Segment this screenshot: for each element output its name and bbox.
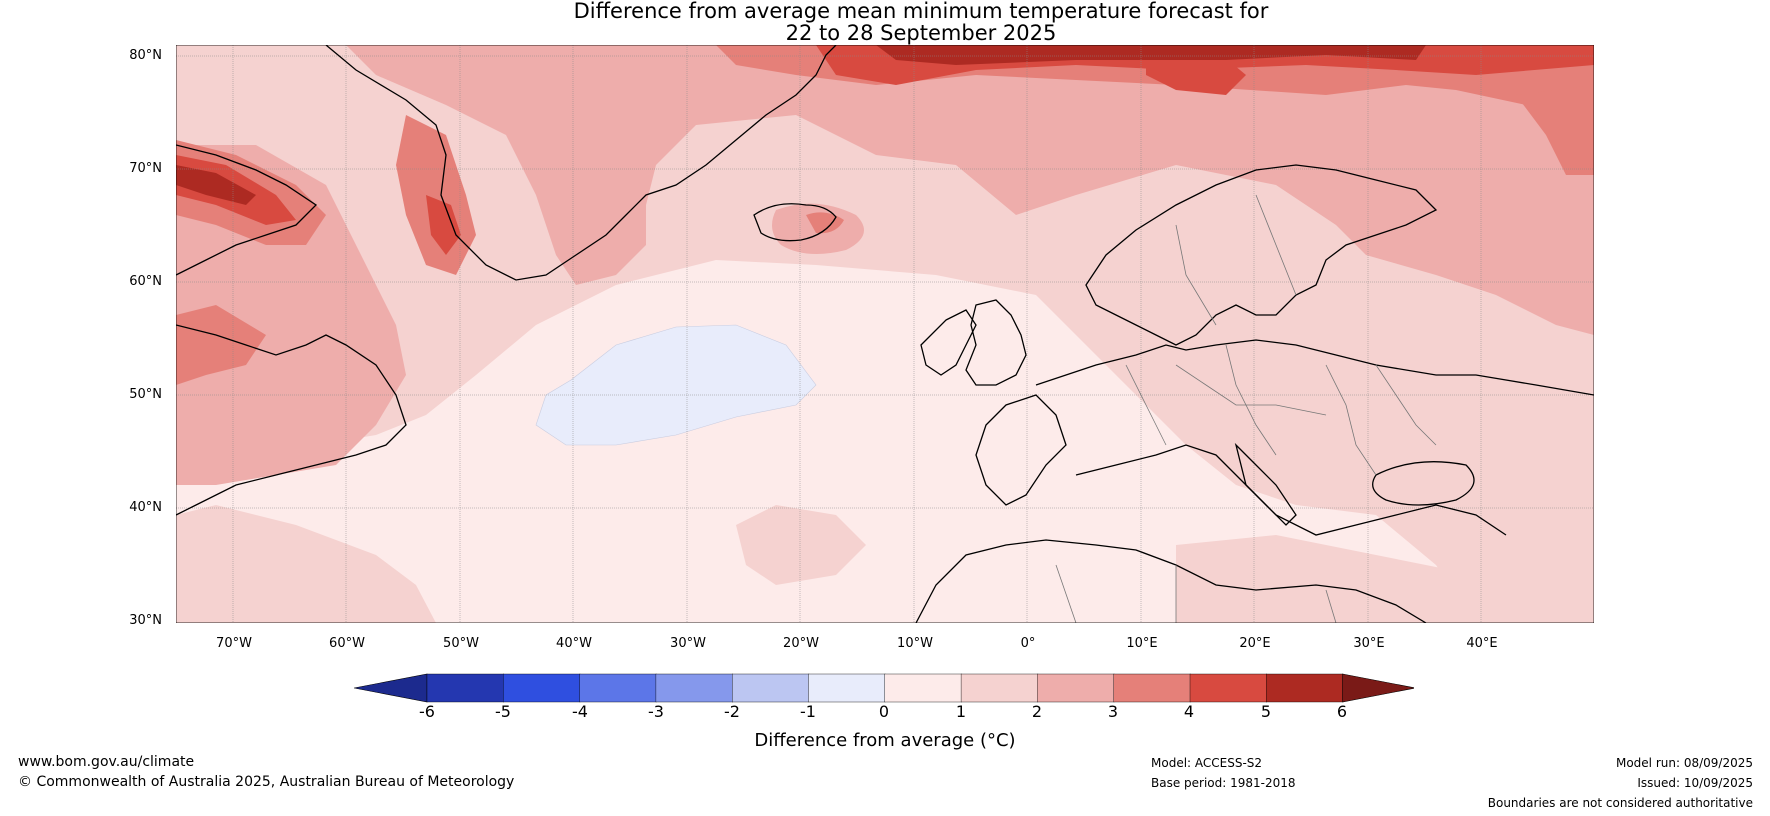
- footer-website: www.bom.gov.au/climate: [18, 754, 195, 770]
- lat-label-60n: 60°N: [129, 274, 162, 289]
- lon-label-40e: 40°E: [1466, 636, 1498, 651]
- colorbar-tick: -1: [800, 702, 816, 721]
- anomaly-region-1-2-africa: [1176, 535, 1594, 623]
- colorbar-swatch: [579, 673, 657, 703]
- coastlines: [176, 45, 1594, 623]
- lat-label-80n: 80°N: [129, 48, 162, 63]
- lon-label-10w: 10°W: [897, 636, 933, 651]
- colorbar-tick: 6: [1336, 702, 1348, 721]
- lat-label-40n: 40°N: [129, 500, 162, 515]
- footer-base-period: Base period: 1981-2018: [1151, 776, 1296, 790]
- colorbar-tick: 2: [1031, 702, 1043, 721]
- anomaly-region-negative: [535, 324, 817, 446]
- colorbar-swatch: [960, 673, 1039, 703]
- anomaly-region-1-2-atlantic: [736, 505, 866, 585]
- lon-label-40w: 40°W: [556, 636, 592, 651]
- map-title-line2: 22 to 28 September 2025: [785, 21, 1057, 45]
- colorbar-swatch: [1189, 673, 1268, 703]
- temperature-anomaly-map: [176, 45, 1594, 623]
- anomaly-region-5-6-arctic: [876, 45, 1426, 65]
- colorbar-swatch: [655, 673, 733, 703]
- colorbar-swatch: [732, 673, 810, 703]
- colorbar-tick: -4: [572, 702, 588, 721]
- map-graticule: [176, 45, 1594, 623]
- anomaly-region-5-6-baffin: [176, 165, 256, 205]
- lat-label-50n: 50°N: [129, 387, 162, 402]
- footer-copyright: © Commonwealth of Australia 2025, Austra…: [18, 774, 515, 790]
- footer-model: Model: ACCESS-S2: [1151, 756, 1263, 770]
- colorbar-swatch: [503, 673, 581, 703]
- lon-label-10e: 10°E: [1126, 636, 1158, 651]
- lat-label-70n: 70°N: [129, 161, 162, 176]
- lon-label-20e: 20°E: [1239, 636, 1271, 651]
- colorbar-swatch: [426, 673, 505, 703]
- colorbar-swatch: [1037, 673, 1115, 703]
- lon-label-0: 0°: [1020, 636, 1036, 651]
- lat-label-30n: 30°N: [129, 613, 162, 628]
- country-borders: [1055, 194, 1437, 623]
- colorbar: [354, 673, 1414, 703]
- lon-label-50w: 50°W: [443, 636, 479, 651]
- anomaly-region-4-5-greenland-east: [426, 195, 461, 255]
- colorbar-tick: 5: [1260, 702, 1272, 721]
- colorbar-tick: 1: [955, 702, 967, 721]
- colorbar-swatch: [884, 673, 962, 703]
- colorbar-extend-low: [354, 673, 428, 703]
- colorbar-tick: -6: [419, 702, 435, 721]
- colorbar-swatch: [808, 673, 886, 703]
- lon-label-70w: 70°W: [216, 636, 252, 651]
- colorbar-tick: 4: [1183, 702, 1195, 721]
- colorbar-label: Difference from average (°C): [754, 730, 1016, 751]
- colorbar-tick: -5: [495, 702, 511, 721]
- anomaly-region-3-4-labrador: [176, 305, 266, 385]
- anomaly-region-1-2-south: [176, 505, 436, 623]
- anomaly-region-3-4-iceland: [806, 212, 844, 234]
- anomaly-region-4-5-svalbard: [1146, 50, 1246, 95]
- map-title-line1: Difference from average mean minimum tem…: [573, 0, 1269, 23]
- colorbar-swatch: [1113, 673, 1191, 703]
- lon-label-60w: 60°W: [329, 636, 365, 651]
- footer-issued: Issued: 10/09/2025: [1637, 776, 1753, 790]
- anomaly-region-3-4-barents: [1516, 85, 1594, 175]
- lon-label-30e: 30°E: [1353, 636, 1385, 651]
- colorbar-tick: 0: [878, 702, 890, 721]
- colorbar-swatch: [1266, 673, 1344, 703]
- anomaly-region-2-3-greenland: [346, 45, 1594, 335]
- footer-disclaimer: Boundaries are not considered authoritat…: [1487, 796, 1753, 810]
- lon-label-20w: 20°W: [783, 636, 819, 651]
- colorbar-tick: 3: [1107, 702, 1119, 721]
- footer-model-run: Model run: 08/09/2025: [1615, 756, 1753, 770]
- colorbar-tick: -3: [648, 702, 664, 721]
- colorbar-extend-high: [1342, 673, 1414, 703]
- colorbar-tick: -2: [724, 702, 740, 721]
- lon-label-30w: 30°W: [670, 636, 706, 651]
